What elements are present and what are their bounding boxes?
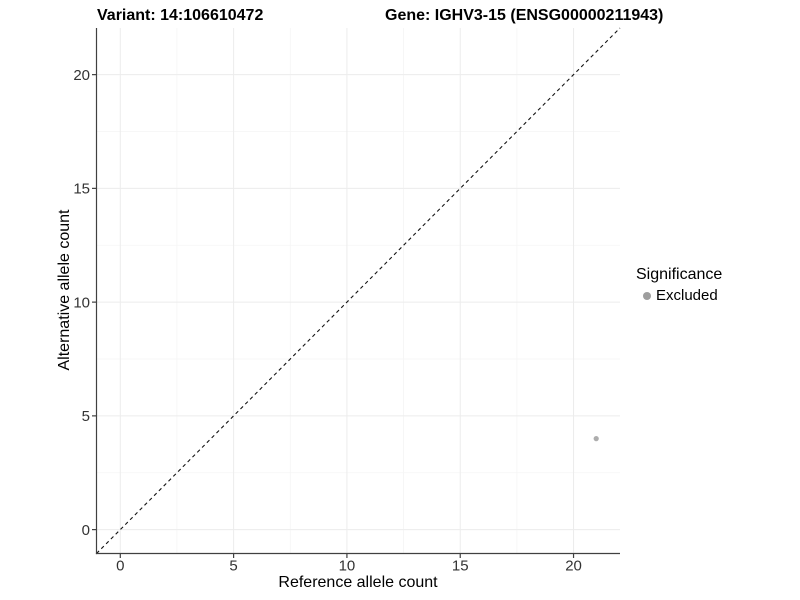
legend-title: Significance	[636, 266, 723, 283]
x-tick-label: 5	[229, 558, 237, 575]
data-point	[593, 436, 599, 442]
variant-title: Variant: 14:106610472	[97, 7, 264, 24]
y-tick-label: 0	[82, 522, 90, 539]
y-tick-label: 15	[73, 181, 90, 198]
x-tick-label: 15	[452, 558, 469, 575]
legend-item-label: Excluded	[656, 287, 718, 304]
x-tick-label: 20	[565, 558, 582, 575]
y-axis-title: Alternative allele count	[56, 209, 73, 371]
x-tick-label: 0	[116, 558, 124, 575]
legend: Significance Excluded	[636, 266, 722, 304]
y-tick-label: 20	[73, 67, 90, 84]
gene-title: Gene: IGHV3-15 (ENSG00000211943)	[385, 7, 664, 24]
legend-point-icon	[643, 291, 651, 300]
x-axis-title: Reference allele count	[278, 574, 438, 591]
y-tick-label: 5	[82, 408, 90, 425]
legend-item-excluded: Excluded	[636, 287, 722, 304]
diagonal-reference-line	[96, 27, 621, 554]
x-tick-label: 10	[339, 558, 356, 575]
y-tick-label: 10	[73, 294, 90, 311]
